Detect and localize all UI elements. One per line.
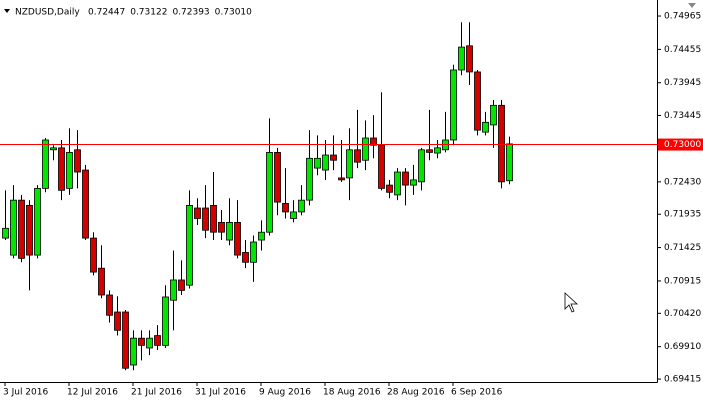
candle-body: [426, 149, 433, 153]
candle-body: [186, 204, 193, 286]
candle-body: [202, 207, 209, 231]
y-tick-label: 0.73945: [664, 78, 701, 88]
mouse-cursor: [564, 292, 579, 313]
candle-body: [394, 171, 401, 196]
candle-body: [50, 147, 57, 151]
ohlc-value: 0.72393: [172, 8, 209, 18]
x-tick-label: 18 Aug 2016: [323, 388, 381, 398]
candle-body: [2, 227, 9, 239]
candle-body: [66, 152, 73, 189]
price-label-box: [658, 138, 703, 151]
y-tick-label: 0.70420: [664, 309, 701, 319]
ohlc-value: 0.72447: [88, 8, 125, 18]
candle-body: [314, 157, 321, 169]
candle-body: [330, 154, 337, 161]
x-tick-label: 21 Jul 2016: [131, 388, 182, 398]
menu-triangle[interactable]: [4, 9, 10, 13]
candle-body: [194, 207, 201, 219]
x-tick-label: 12 Jul 2016: [67, 388, 118, 398]
candle-body: [74, 149, 81, 173]
candle-body: [34, 187, 41, 256]
ohlc-value: 0.73010: [215, 8, 252, 18]
candle-body: [218, 221, 225, 233]
y-tick-label: 0.73445: [664, 111, 701, 121]
candle-body: [362, 137, 369, 161]
candle-body: [58, 147, 65, 191]
chart-title: NZDUSD,Daily: [15, 8, 80, 18]
candle-body: [178, 279, 185, 291]
candle-body: [26, 204, 33, 256]
candle-body: [162, 296, 169, 346]
x-tick-label: 9 Aug 2016: [259, 388, 311, 398]
candle-body: [42, 139, 49, 189]
candle-body: [410, 179, 417, 186]
x-tick-label: 3 Jul 2016: [3, 388, 48, 398]
price-label: 0.73000: [664, 140, 701, 150]
candle-body: [354, 149, 361, 163]
candle-body: [346, 149, 353, 179]
y-tick-label: 0.72430: [664, 177, 701, 187]
candle-body: [498, 104, 505, 183]
candle-body: [282, 203, 289, 213]
x-tick-label: 28 Aug 2016: [387, 388, 445, 398]
candle-body: [434, 147, 441, 154]
candle-body: [90, 237, 97, 273]
candle-body: [122, 311, 129, 369]
candle-body: [466, 45, 473, 73]
candle-body: [114, 311, 121, 331]
candle-body: [306, 157, 313, 201]
y-tick-label: 0.74965: [664, 12, 701, 22]
candle-body: [106, 294, 113, 316]
x-tick-label: 31 Jul 2016: [195, 388, 246, 398]
candle-body: [474, 71, 481, 131]
candle-body: [154, 335, 161, 346]
scroll-arrow[interactable]: [688, 3, 696, 8]
candle-body: [98, 267, 105, 296]
candle-body: [266, 152, 273, 233]
candle-body: [506, 143, 513, 182]
y-tick-label: 0.74455: [664, 45, 701, 55]
candle-body: [274, 152, 281, 203]
candle-body: [482, 121, 489, 133]
candle-body: [210, 204, 217, 233]
candle-body: [458, 46, 465, 71]
y-tick-label: 0.69415: [664, 375, 701, 385]
candle-body: [386, 184, 393, 193]
candle-body: [226, 221, 233, 241]
candle-body: [290, 211, 297, 219]
candle-body: [450, 69, 457, 141]
candle-body: [322, 154, 329, 171]
candle-body: [234, 221, 241, 256]
y-tick-label: 0.69910: [664, 342, 701, 352]
y-tick-label: 0.71425: [664, 243, 701, 253]
candle-body: [338, 177, 345, 181]
candle-body: [138, 337, 145, 346]
y-tick-label: 0.71935: [664, 210, 701, 220]
candle-body: [378, 144, 385, 189]
candle-body: [82, 169, 89, 239]
candle-body: [242, 252, 249, 263]
ohlc-value: 0.73122: [130, 8, 167, 18]
candle-body: [10, 199, 17, 256]
candle-body: [250, 241, 257, 263]
candle-body: [258, 231, 265, 241]
candle-body: [170, 279, 177, 301]
candle-body: [18, 199, 25, 259]
candle-body: [402, 171, 409, 186]
x-tick-label: 6 Sep 2016: [451, 388, 503, 398]
candle-body: [370, 137, 377, 146]
candle-body: [298, 199, 305, 213]
candle-body: [146, 337, 153, 349]
y-tick-label: 0.70915: [664, 276, 701, 286]
candle-body: [490, 104, 497, 126]
candle-body: [130, 337, 137, 366]
candle-body: [418, 149, 425, 183]
